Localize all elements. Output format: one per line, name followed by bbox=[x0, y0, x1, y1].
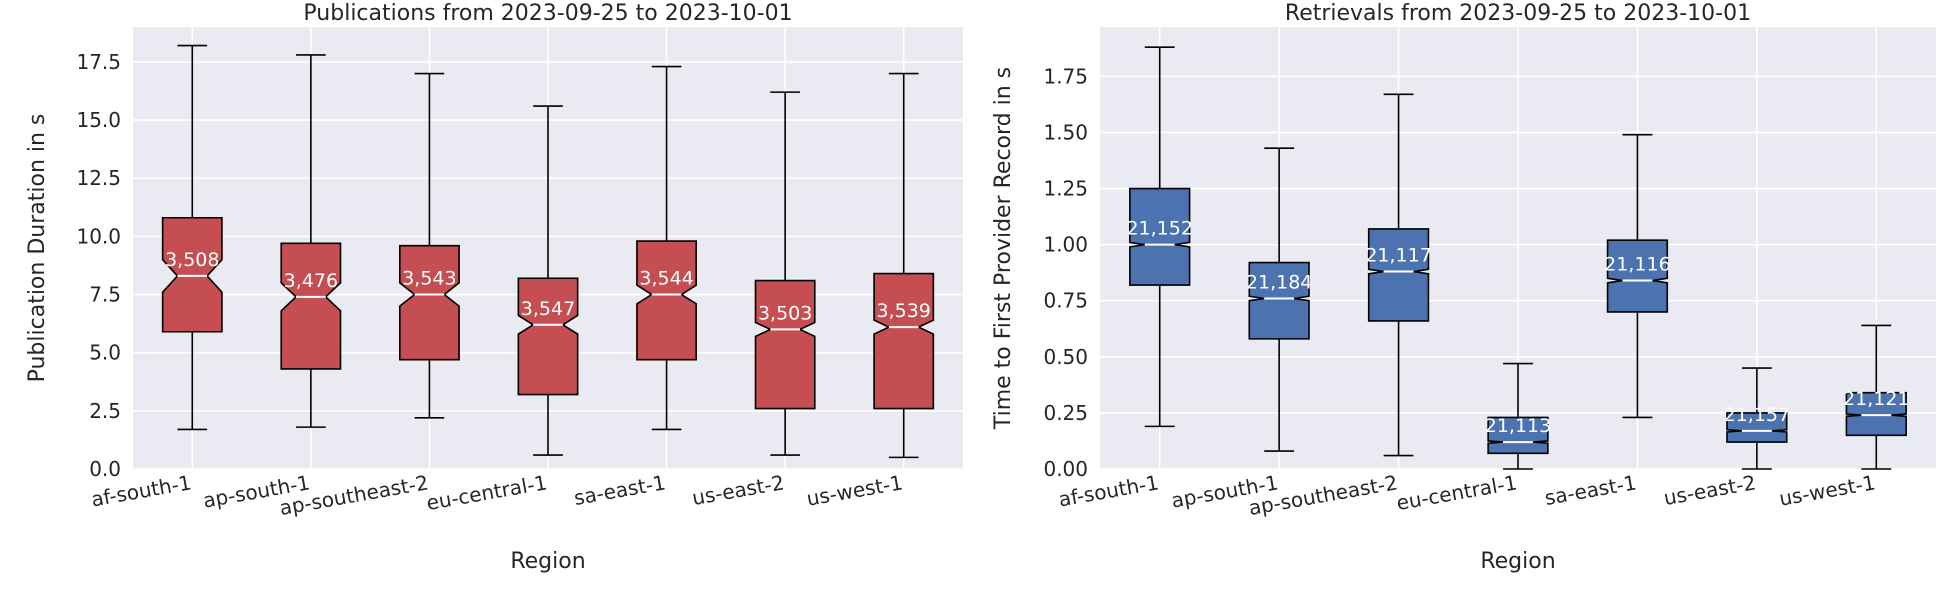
count-label: 3,508 bbox=[165, 249, 219, 271]
chart-title: Publications from 2023-09-25 to 2023-10-… bbox=[303, 1, 792, 26]
count-label: 3,547 bbox=[521, 298, 575, 320]
count-label: 21,157 bbox=[1724, 404, 1790, 426]
y-axis-ticks: 0.0 2.5 5.0 7.5 10.0 12.5 15.0 17.5 bbox=[76, 50, 121, 481]
box-body bbox=[161, 216, 223, 333]
count-label: 21,184 bbox=[1246, 271, 1312, 293]
box-body bbox=[280, 242, 342, 370]
retrievals-chart: 0.000.250.500.751.001.251.501.75 21,1522… bbox=[991, 1, 1936, 574]
count-label: 3,503 bbox=[758, 302, 812, 324]
count-label: 21,117 bbox=[1365, 245, 1431, 267]
box-body bbox=[1248, 261, 1310, 340]
count-label: 21,121 bbox=[1843, 388, 1909, 410]
y-tick-label: 2.5 bbox=[89, 399, 121, 423]
x-axis-label: Region bbox=[510, 549, 585, 574]
box-body bbox=[1606, 239, 1669, 313]
box-us-west-1: 21,121 bbox=[1843, 324, 1910, 470]
y-tick-label: 7.5 bbox=[89, 283, 121, 307]
y-tick-label: 5.0 bbox=[89, 341, 121, 365]
box-eu-central-1: 21,113 bbox=[1485, 362, 1551, 470]
box-body bbox=[517, 277, 579, 396]
box-us-east-2: 3,503 bbox=[754, 91, 816, 456]
box-ap-southeast-2: 3,543 bbox=[398, 72, 460, 419]
box-body bbox=[873, 272, 935, 410]
box-ap-south-1: 21,184 bbox=[1246, 147, 1312, 452]
box-series: 21,152 21,184 21,117 21,113 21,116 21,157 21,1… bbox=[1126, 46, 1910, 470]
count-label: 21,116 bbox=[1604, 254, 1670, 276]
box-af-south-1: 3,508 bbox=[161, 44, 223, 431]
box-body bbox=[398, 244, 460, 361]
y-tick-label: 0.00 bbox=[1043, 457, 1088, 481]
box-body bbox=[636, 240, 698, 361]
y-tick-label: 15.0 bbox=[76, 108, 121, 132]
box-body bbox=[1726, 412, 1788, 443]
y-tick-label: 1.00 bbox=[1043, 233, 1088, 257]
y-tick-label: 1.25 bbox=[1043, 177, 1088, 201]
box-series: 3,508 3,476 3,543 3,547 3,544 3,503 3,539 bbox=[161, 44, 935, 459]
count-label: 21,152 bbox=[1126, 218, 1192, 240]
y-tick-label: 10.0 bbox=[76, 224, 121, 248]
box-sa-east-1: 21,116 bbox=[1604, 133, 1671, 419]
y-tick-label: 17.5 bbox=[76, 50, 121, 74]
box-ap-southeast-2: 21,117 bbox=[1365, 93, 1432, 457]
box-body bbox=[1487, 416, 1549, 455]
box-body bbox=[1845, 391, 1907, 437]
y-tick-label: 0.50 bbox=[1043, 345, 1088, 369]
count-label: 3,543 bbox=[402, 268, 456, 290]
box-ap-south-1: 3,476 bbox=[280, 54, 342, 428]
y-tick-label: 1.75 bbox=[1043, 64, 1088, 88]
x-axis-label: Region bbox=[1480, 549, 1555, 574]
count-label: 3,544 bbox=[639, 268, 693, 290]
y-tick-label: 0.25 bbox=[1043, 401, 1088, 425]
count-label: 3,539 bbox=[877, 300, 931, 322]
box-body bbox=[754, 279, 816, 410]
y-axis-label: Publication Duration in s bbox=[25, 114, 50, 383]
box-af-south-1: 21,152 bbox=[1126, 46, 1193, 428]
chart-title: Retrievals from 2023-09-25 to 2023-10-01 bbox=[1285, 1, 1751, 26]
y-axis-ticks: 0.00 0.25 0.50 0.75 1.00 1.25 1.50 1.75 bbox=[1043, 64, 1088, 481]
y-tick-label: 0.0 bbox=[89, 457, 121, 481]
count-label: 21,113 bbox=[1485, 415, 1551, 437]
box-sa-east-1: 3,544 bbox=[636, 65, 698, 431]
y-tick-label: 0.75 bbox=[1043, 289, 1088, 313]
count-label: 3,476 bbox=[284, 270, 338, 292]
box-eu-central-1: 3,547 bbox=[517, 105, 579, 456]
box-body bbox=[1129, 187, 1191, 286]
y-tick-label: 1.50 bbox=[1043, 120, 1088, 144]
y-tick-label: 12.5 bbox=[76, 166, 121, 190]
box-us-east-2: 21,157 bbox=[1724, 367, 1790, 470]
y-axis-label: Time to First Provider Record in s bbox=[991, 67, 1016, 430]
box-us-west-1: 3,539 bbox=[873, 72, 935, 459]
box-body bbox=[1367, 228, 1430, 322]
